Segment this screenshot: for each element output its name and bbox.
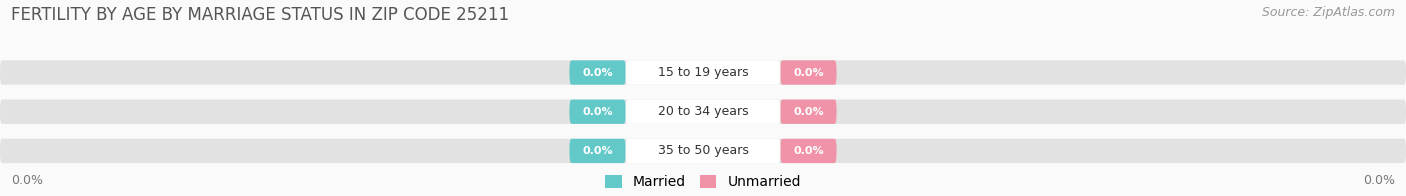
FancyBboxPatch shape [569,100,626,124]
FancyBboxPatch shape [626,100,780,124]
Text: 20 to 34 years: 20 to 34 years [658,105,748,118]
Text: 0.0%: 0.0% [11,174,44,187]
Text: 0.0%: 0.0% [582,107,613,117]
FancyBboxPatch shape [569,60,626,85]
Text: FERTILITY BY AGE BY MARRIAGE STATUS IN ZIP CODE 25211: FERTILITY BY AGE BY MARRIAGE STATUS IN Z… [11,6,509,24]
Text: 0.0%: 0.0% [582,146,613,156]
FancyBboxPatch shape [626,139,780,163]
FancyBboxPatch shape [0,60,1406,85]
Text: 0.0%: 0.0% [1362,174,1395,187]
Text: 0.0%: 0.0% [793,146,824,156]
Text: 15 to 19 years: 15 to 19 years [658,66,748,79]
Text: 0.0%: 0.0% [793,107,824,117]
Legend: Married, Unmarried: Married, Unmarried [605,175,801,189]
Text: Source: ZipAtlas.com: Source: ZipAtlas.com [1261,6,1395,19]
Text: 0.0%: 0.0% [793,67,824,78]
FancyBboxPatch shape [0,139,1406,163]
FancyBboxPatch shape [626,60,780,85]
FancyBboxPatch shape [780,60,837,85]
Text: 0.0%: 0.0% [582,67,613,78]
Text: 35 to 50 years: 35 to 50 years [658,144,748,157]
FancyBboxPatch shape [569,139,626,163]
FancyBboxPatch shape [780,139,837,163]
FancyBboxPatch shape [0,100,1406,124]
FancyBboxPatch shape [780,100,837,124]
